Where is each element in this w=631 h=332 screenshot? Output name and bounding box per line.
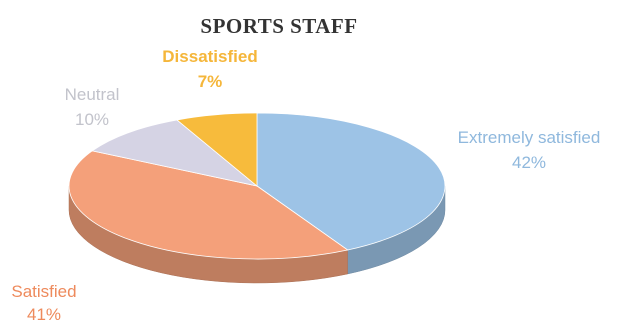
pie-layer	[68, 112, 446, 284]
pie-slice-satisfied	[68, 150, 349, 260]
slice-label-neutral: Neutral	[65, 85, 120, 104]
pie-slice-extremely-satisfied	[256, 112, 446, 251]
label-layer: Extremely satisfied 42% Satisfied 41% Neutra…	[11, 47, 600, 324]
pie-slice-neutral	[91, 119, 258, 187]
slice-value-satisfied: 41%	[27, 305, 61, 324]
slice-value-extremely-satisfied: 42%	[512, 153, 546, 172]
chart-title: SPORTS STAFF	[200, 14, 357, 38]
slice-label-satisfied: Satisfied	[11, 282, 76, 301]
slice-label-dissatisfied: Dissatisfied	[162, 47, 257, 66]
slice-label-extremely-satisfied: Extremely satisfied	[458, 128, 601, 147]
pie-slice-dissatisfied	[176, 112, 258, 187]
slice-value-neutral: 10%	[75, 110, 109, 129]
slice-value-dissatisfied: 7%	[198, 72, 223, 91]
